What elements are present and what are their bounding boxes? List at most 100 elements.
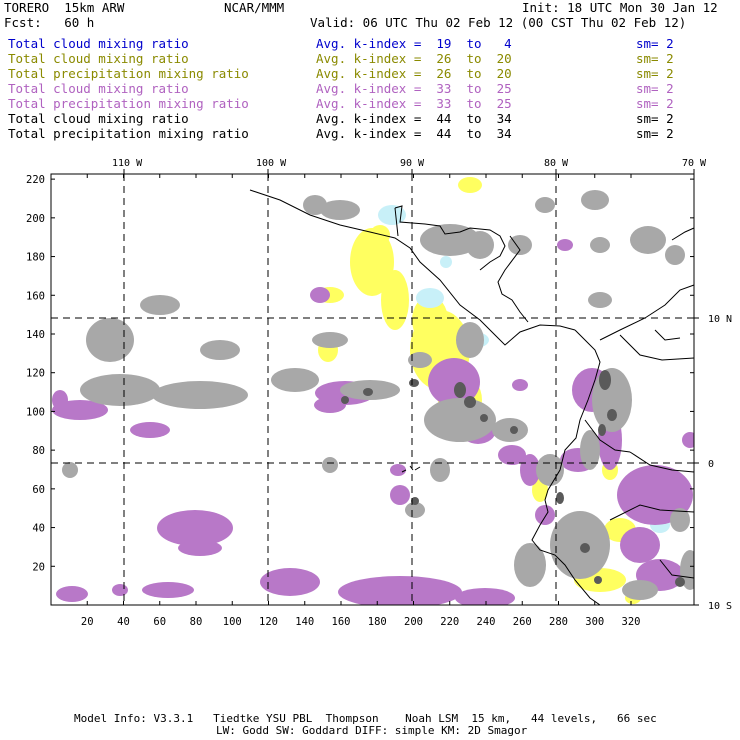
cloud-purple: [338, 576, 462, 605]
longitude-label: 110 W: [112, 158, 143, 169]
x-index-label: 80: [190, 616, 203, 628]
cloud-dark: [598, 424, 606, 436]
cloud-gray: [86, 318, 134, 362]
center-label: NCAR/MMM: [224, 0, 285, 15]
legend-smoothing: sm= 2: [636, 66, 674, 81]
cloud-purple: [428, 358, 480, 406]
cloud-purple: [498, 445, 526, 465]
coastline: [584, 419, 631, 453]
coastline: [619, 334, 695, 361]
coastline: [394, 205, 506, 271]
cloud-cyan: [378, 205, 406, 225]
cloud-gray: [320, 200, 360, 220]
y-index-label: 140: [26, 329, 45, 341]
cloud-purple: [310, 287, 330, 303]
coastline: [394, 207, 399, 237]
cloud-gray: [430, 458, 450, 482]
x-index-label: 320: [622, 616, 641, 628]
cloud-gray: [140, 295, 180, 315]
cloud-purple: [112, 584, 128, 596]
x-index-label: 260: [513, 616, 532, 628]
cloud-dark: [675, 577, 685, 587]
cloud-gray: [665, 245, 685, 265]
y-index-label: 220: [26, 174, 45, 186]
cloud-gray: [590, 237, 610, 253]
cloud-dark: [599, 370, 611, 390]
coastline: [659, 559, 695, 579]
forecast-hour: Fcst: 60 h: [4, 15, 95, 30]
cloud-gray: [630, 226, 666, 254]
longitude-label: 70 W: [682, 158, 707, 169]
legend-smoothing: sm= 2: [636, 51, 674, 66]
cloud-purple: [617, 465, 693, 525]
cloud-cyan: [440, 256, 452, 268]
cloud-yellow: [412, 296, 448, 344]
cloud-purple: [56, 586, 88, 602]
legend-kindex: Avg. k-index = 33 to 25: [316, 96, 512, 111]
cloud-gray: [424, 398, 496, 442]
y-index-label: 120: [26, 368, 45, 380]
cloud-gray: [622, 580, 658, 600]
cloud-purple: [455, 588, 515, 605]
legend-kindex: Avg. k-index = 44 to 34: [316, 111, 512, 126]
coastline: [599, 284, 695, 341]
coastline: [629, 451, 695, 473]
x-index-label: 200: [404, 616, 423, 628]
coastline: [654, 329, 681, 341]
init-time: Init: 18 UTC Mon 30 Jan 12: [522, 0, 718, 15]
x-index-label: 240: [477, 616, 496, 628]
coastline: [609, 504, 695, 521]
model-title: TORERO 15km ARW: [4, 0, 125, 15]
legend-smoothing: sm= 2: [636, 126, 674, 141]
legend-smoothing: sm= 2: [636, 96, 674, 111]
cloud-purple: [52, 390, 68, 410]
x-index-label: 140: [295, 616, 314, 628]
valid-time: Valid: 06 UTC Thu 02 Feb 12 (00 CST Thu …: [310, 15, 687, 30]
legend-field: Total precipitation mixing ratio: [8, 66, 249, 81]
latitude-label: 10 N: [708, 314, 732, 325]
cloud-gray: [670, 508, 690, 532]
cloud-gray: [535, 197, 555, 213]
longitude-label: 80 W: [544, 158, 569, 169]
cloud-gray: [536, 454, 564, 486]
cloud-cyan: [416, 288, 444, 308]
cloud-gray: [80, 374, 160, 406]
cloud-gray: [152, 381, 248, 409]
cloud-gray: [580, 430, 600, 470]
x-index-label: 20: [81, 616, 94, 628]
legend-kindex: Avg. k-index = 26 to 20: [316, 66, 512, 81]
cloud-yellow: [381, 270, 409, 330]
cloud-dark: [411, 497, 419, 505]
cloud-purple: [260, 568, 320, 596]
legend-smoothing: sm= 2: [636, 81, 674, 96]
cloud-gray: [588, 292, 612, 308]
legend-field: Total precipitation mixing ratio: [8, 96, 249, 111]
legend-kindex: Avg. k-index = 33 to 25: [316, 81, 512, 96]
cloud-purple: [557, 239, 573, 251]
x-index-label: 280: [549, 616, 568, 628]
legend-kindex: Avg. k-index = 26 to 20: [316, 51, 512, 66]
longitude-label: 100 W: [256, 158, 287, 169]
cloud-dark: [594, 576, 602, 584]
coastline: [249, 189, 576, 346]
y-index-label: 160: [26, 290, 45, 302]
map-frame: [50, 173, 695, 606]
cloud-field: [52, 177, 694, 605]
x-index-label: 220: [440, 616, 459, 628]
y-index-label: 20: [32, 561, 45, 573]
cloud-purple: [512, 379, 528, 391]
cloud-purple: [157, 510, 233, 546]
cloud-gray: [303, 195, 327, 215]
cloud-yellow: [370, 225, 390, 245]
cloud-purple: [142, 582, 194, 598]
cloud-gray: [456, 322, 484, 358]
legend-smoothing: sm= 2: [636, 36, 674, 51]
coastline: [531, 329, 601, 606]
cloud-dark: [341, 396, 349, 404]
cloud-dark: [454, 382, 466, 398]
y-index-label: 180: [26, 252, 45, 264]
cloud-gray: [466, 231, 494, 259]
coastline: [497, 235, 529, 323]
legend-field: Total cloud mixing ratio: [8, 111, 189, 126]
